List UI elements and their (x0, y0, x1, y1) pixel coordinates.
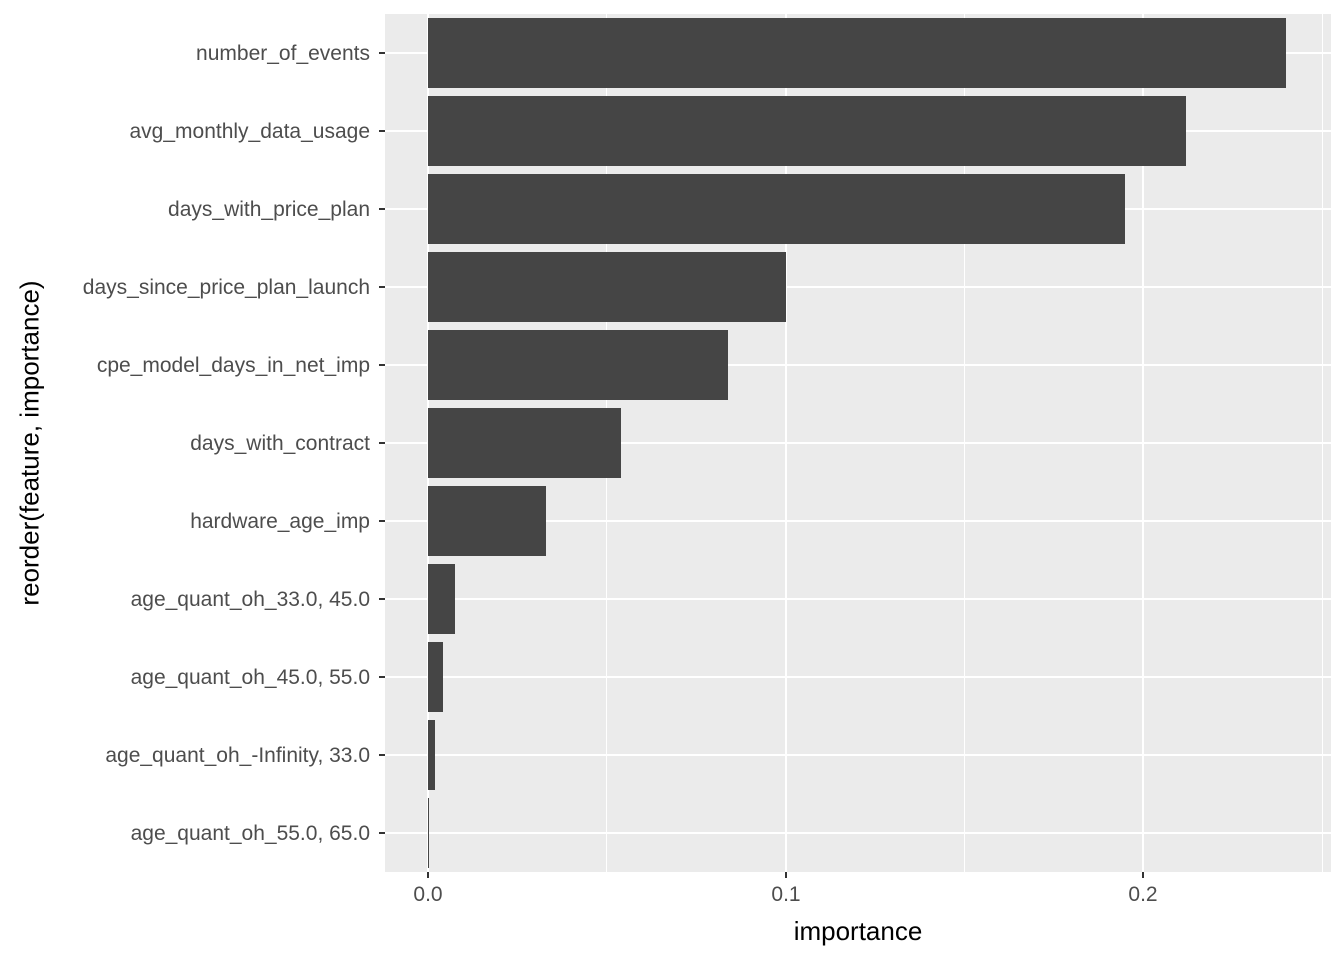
y-tick-label: days_with_price_plan (168, 198, 370, 221)
importance-bar (428, 96, 1186, 166)
gridline-major-horizontal (385, 832, 1331, 834)
y-tick-label: days_with_contract (190, 432, 370, 455)
y-tick-mark (379, 130, 385, 132)
y-tick-label: avg_monthly_data_usage (129, 120, 370, 143)
importance-bar (428, 408, 621, 478)
x-axis-title: importance (793, 916, 923, 946)
importance-bar (428, 642, 443, 712)
y-tick-mark (379, 832, 385, 834)
importance-bar (428, 330, 728, 400)
importance-bar (428, 174, 1125, 244)
y-tick-label: cpe_model_days_in_net_imp (96, 354, 370, 377)
y-tick-mark (379, 754, 385, 756)
importance-bar (428, 252, 786, 322)
x-tick-label: 0.1 (771, 883, 801, 906)
x-tick-mark (785, 872, 787, 878)
importance-bar (428, 720, 435, 790)
x-tick-label: 0.2 (1128, 883, 1158, 906)
importance-bar (428, 798, 429, 868)
x-tick-mark (427, 872, 429, 878)
gridline-major-horizontal (385, 286, 1331, 288)
y-tick-label: days_since_price_plan_launch (82, 276, 370, 299)
y-tick-mark (379, 520, 385, 522)
y-tick-mark (379, 442, 385, 444)
plot-panel (385, 14, 1331, 872)
y-tick-label: age_quant_oh_55.0, 65.0 (130, 822, 370, 845)
y-tick-mark (379, 286, 385, 288)
x-tick-label: 0.0 (413, 883, 443, 906)
gridline-major-horizontal (385, 676, 1331, 678)
y-tick-mark (379, 676, 385, 678)
x-tick-mark (1142, 872, 1144, 878)
y-tick-mark (379, 364, 385, 366)
y-tick-label: age_quant_oh_33.0, 45.0 (130, 588, 370, 611)
importance-bar (428, 486, 546, 556)
y-tick-label: hardware_age_imp (190, 510, 370, 533)
y-tick-label: age_quant_oh_-Infinity, 33.0 (105, 744, 370, 767)
y-tick-label: number_of_events (196, 42, 370, 65)
y-tick-mark (379, 52, 385, 54)
gridline-major-horizontal (385, 754, 1331, 756)
importance-bar (428, 564, 455, 634)
gridline-major-horizontal (385, 364, 1331, 366)
gridline-major-horizontal (385, 598, 1331, 600)
gridline-major-horizontal (385, 442, 1331, 444)
y-tick-mark (379, 208, 385, 210)
y-tick-mark (379, 598, 385, 600)
y-tick-label: age_quant_oh_45.0, 55.0 (130, 666, 370, 689)
importance-bar (428, 18, 1286, 88)
gridline-major-horizontal (385, 520, 1331, 522)
